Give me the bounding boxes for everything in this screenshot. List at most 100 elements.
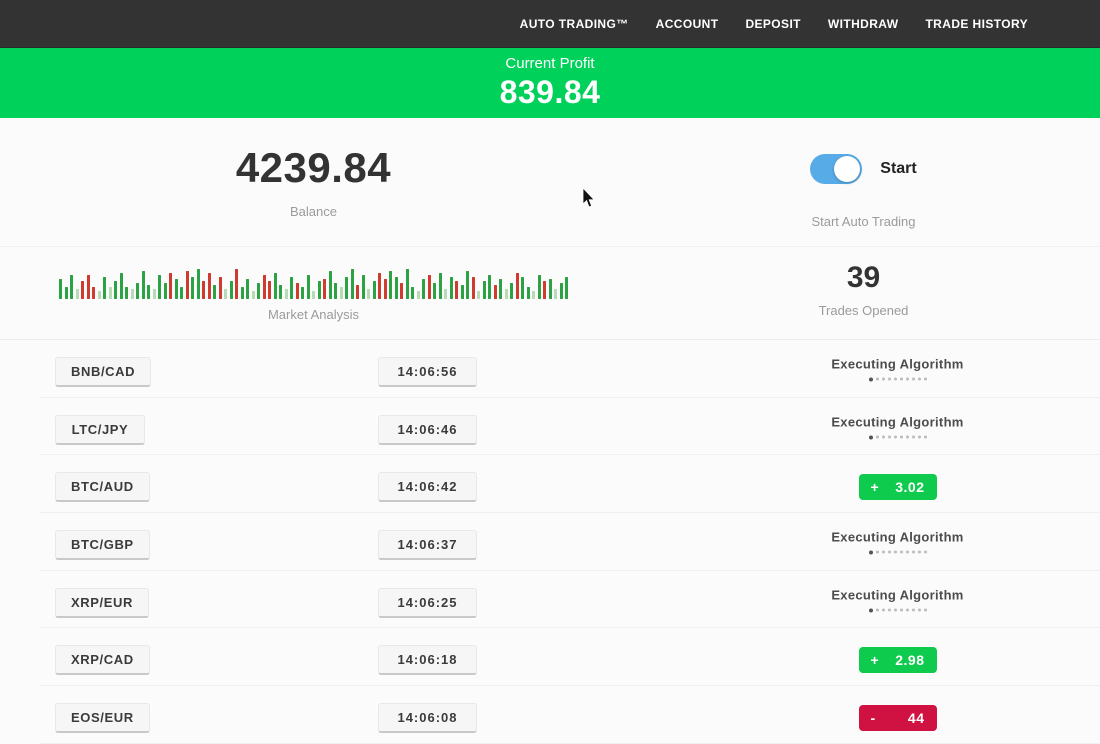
time-badge: 14:06:25 <box>378 587 477 618</box>
toggle-start-label: Start <box>880 160 917 177</box>
chart-bar <box>339 287 343 299</box>
chart-bar <box>86 275 90 299</box>
chart-bar <box>504 289 508 299</box>
executing-status: Executing Algorithm <box>790 414 1005 440</box>
market-analysis-label: Market Analysis <box>267 307 360 322</box>
chart-bar <box>477 291 480 299</box>
chart-bar <box>422 279 425 299</box>
nav-deposit[interactable]: DEPOSIT <box>745 16 801 31</box>
chart-bar <box>136 283 139 299</box>
chart-bar <box>268 281 271 299</box>
chart-bar <box>130 289 134 299</box>
chart-bar <box>240 287 244 299</box>
result-value: 3.02 <box>895 479 925 496</box>
executing-status: Executing Algorithm <box>790 587 1005 613</box>
auto-trading-block: Start Start Auto Trading <box>627 118 1100 229</box>
chart-bar <box>108 287 112 299</box>
chart-bar <box>488 275 491 299</box>
chart-bar <box>152 289 156 299</box>
chart-bar <box>543 281 546 299</box>
chart-bar <box>427 275 431 299</box>
chart-bar <box>273 273 277 299</box>
market-section: Market Analysis 39 Trades Opened <box>0 246 1100 322</box>
trade-status: Executing Algorithm <box>790 529 1005 555</box>
result-sign: + <box>870 479 880 496</box>
chart-bar <box>515 273 519 299</box>
trade-row: XRP/CAD 14:06:18 +2.98 <box>0 628 1100 686</box>
trade-row: BNB/CAD 14:06:56 Executing Algorithm <box>0 340 1100 398</box>
time-badge: 14:06:46 <box>378 414 477 445</box>
chart-bar <box>532 291 535 299</box>
trade-row: XRP/EUR 14:06:25 Executing Algorithm <box>0 571 1100 629</box>
chart-bar <box>235 269 238 299</box>
chart-bar <box>328 271 332 299</box>
chart-bar <box>466 271 469 299</box>
chart-bar <box>185 271 189 299</box>
pair-badge: EOS/EUR <box>55 702 150 733</box>
current-profit-value: 839.84 <box>499 74 601 110</box>
trade-status: - 44 <box>790 699 1005 731</box>
executing-label: Executing Algorithm <box>831 414 964 430</box>
chart-bar <box>345 277 348 299</box>
time-badge: 14:06:56 <box>378 356 477 387</box>
auto-trading-toggle[interactable] <box>810 154 863 184</box>
executing-label: Executing Algorithm <box>831 529 964 545</box>
nav-auto-trading[interactable]: AUTO TRADING™ <box>519 16 629 31</box>
trade-row: EOS/EUR 14:06:08 - 44 <box>0 686 1100 744</box>
chart-bar <box>207 273 211 299</box>
executing-label: Executing Algorithm <box>831 356 964 372</box>
chart-bar <box>317 281 321 299</box>
chart-bar <box>147 285 150 299</box>
start-auto-trading-caption: Start Auto Trading <box>811 214 916 229</box>
trade-row: BTC/GBP 14:06:37 Executing Algorithm <box>0 513 1100 571</box>
chart-bar <box>64 287 68 299</box>
chart-bar <box>521 277 524 299</box>
chart-bar <box>295 283 299 299</box>
current-profit-label: Current Profit <box>505 55 595 72</box>
chart-bar <box>455 281 458 299</box>
chart-bar <box>444 289 447 299</box>
chart-bar <box>301 287 304 299</box>
trade-row: BTC/AUD 14:06:42 +3.02 <box>0 455 1100 513</box>
chart-bar <box>323 279 326 299</box>
current-profit-banner: Current Profit 839.84 <box>0 48 1100 118</box>
chart-bar <box>70 275 73 299</box>
pair-badge: XRP/CAD <box>55 645 150 676</box>
chart-bar <box>449 277 453 299</box>
nav-trade-history[interactable]: TRADE HISTORY <box>925 16 1028 31</box>
loading-dots-icon <box>790 377 1005 382</box>
chart-bar <box>213 285 216 299</box>
nav-withdraw[interactable]: WITHDRAW <box>827 16 899 31</box>
chart-bar <box>526 287 530 299</box>
pair-badge: BNB/CAD <box>55 356 152 387</box>
pair-badge: LTC/JPY <box>55 414 145 445</box>
chart-bar <box>493 285 497 299</box>
chart-bar <box>81 281 84 299</box>
chart-bar <box>284 289 288 299</box>
trade-row: LTC/JPY 14:06:46 Executing Algorithm <box>0 398 1100 456</box>
nav-account[interactable]: ACCOUNT <box>655 16 719 31</box>
result-sign: + <box>870 652 880 669</box>
result-value: 2.98 <box>895 652 925 669</box>
time-badge: 14:06:37 <box>378 529 477 560</box>
chart-bar <box>163 283 167 299</box>
chart-bar <box>119 273 123 299</box>
trade-status: +3.02 <box>790 468 1005 501</box>
executing-label: Executing Algorithm <box>831 587 964 603</box>
result-badge: +2.98 <box>858 647 937 674</box>
chart-bar <box>158 275 161 299</box>
time-badge: 14:06:18 <box>378 645 477 676</box>
loading-dots-icon <box>790 435 1005 440</box>
result-badge: +3.02 <box>858 474 937 501</box>
result-badge: - 44 <box>858 704 937 731</box>
chart-bar <box>103 277 106 299</box>
time-badge: 14:06:42 <box>378 472 477 503</box>
chart-bar <box>191 277 194 299</box>
chart-bar <box>229 281 233 299</box>
trade-status: Executing Algorithm <box>790 356 1005 382</box>
chart-bar <box>180 287 183 299</box>
executing-status: Executing Algorithm <box>790 529 1005 555</box>
chart-bar <box>312 291 315 299</box>
chart-bar <box>224 289 227 299</box>
